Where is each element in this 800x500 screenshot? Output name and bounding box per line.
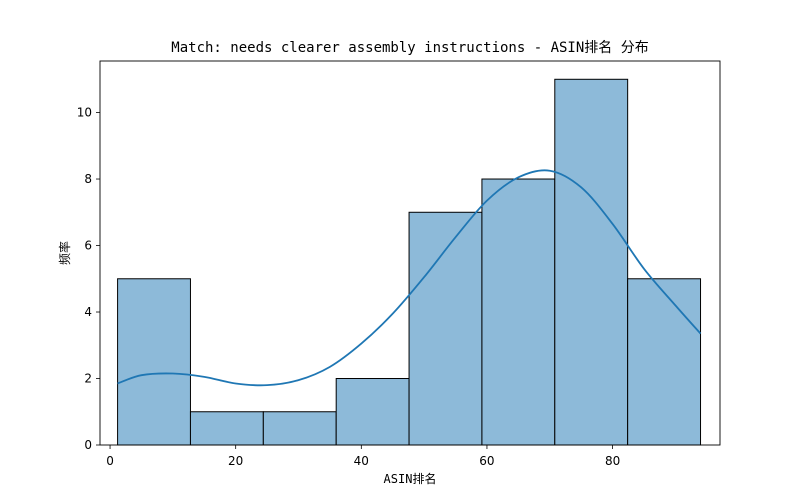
histogram-bar-2 [189, 411, 264, 446]
y-axis-ticks: 0 2 4 6 8 10 [77, 106, 100, 452]
y-tick-label: 8 [84, 172, 92, 186]
histogram-bars [117, 78, 702, 446]
histogram-bar-8 [627, 278, 702, 446]
y-axis-label: 频率 [57, 241, 72, 265]
kde-curve [117, 169, 702, 387]
histogram-bar-5 [408, 211, 483, 446]
histogram-bar-7 [554, 78, 629, 446]
x-axis-label: ASIN排名 [384, 471, 437, 486]
x-tick-label: 20 [228, 454, 243, 468]
histogram-bar-1 [117, 278, 191, 446]
x-axis-ticks: 0 20 40 60 80 [106, 445, 620, 468]
y-tick-label: 0 [84, 438, 92, 452]
x-tick-label: 0 [106, 454, 114, 468]
x-tick-label: 40 [354, 454, 369, 468]
histogram-bar-6 [481, 178, 556, 446]
y-tick-label: 4 [84, 305, 92, 319]
plot-frame [99, 60, 721, 446]
chart-title: Match: needs clearer assembly instructio… [171, 40, 648, 56]
histogram-bar-4 [335, 378, 410, 446]
x-tick-label: 60 [479, 454, 494, 468]
x-tick-label: 80 [605, 454, 620, 468]
y-tick-label: 2 [84, 372, 92, 386]
y-tick-label: 6 [84, 239, 92, 253]
histogram-bar-3 [262, 411, 337, 446]
y-tick-label: 10 [77, 106, 92, 120]
